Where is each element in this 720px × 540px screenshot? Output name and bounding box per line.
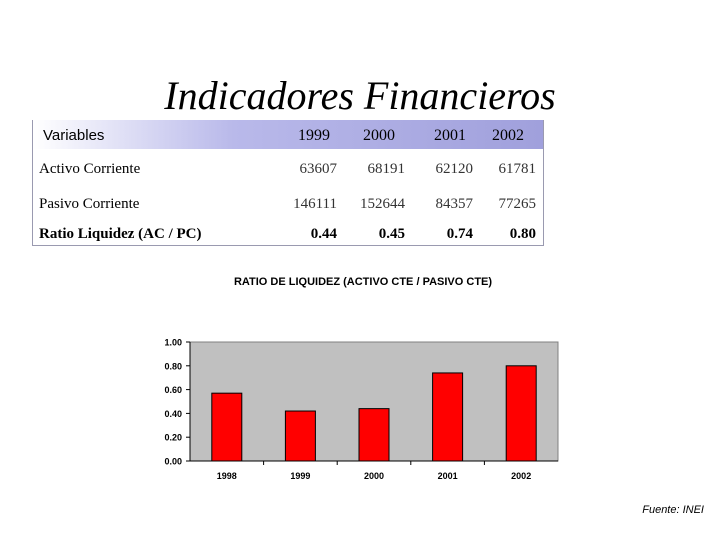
row-label: Ratio Liquidez (AC / PC) (39, 226, 202, 242)
table-cell: 0.44 (310, 226, 337, 242)
table-cell: 152644 (360, 196, 405, 212)
table-header: Variables 1999 2000 2001 2002 (33, 120, 543, 149)
table-cell: 63607 (299, 161, 338, 177)
bar (211, 392, 243, 462)
header-label: Variables (43, 127, 105, 144)
x-tick-label: 2002 (511, 471, 531, 481)
bar (284, 410, 316, 462)
x-tick-label: 2001 (438, 471, 458, 481)
year-header: 1999 (298, 127, 330, 144)
x-tick-label: 1999 (290, 471, 310, 481)
bar (358, 408, 390, 462)
y-tick-label: 0.00 (164, 457, 182, 467)
table-cell: 77265 (498, 196, 537, 212)
indicators-table: Variables 1999 2000 2001 2002 Activo Cor… (32, 120, 544, 246)
y-tick-label: 0.80 (164, 361, 182, 371)
y-tick-label: 0.40 (164, 409, 182, 419)
bar (432, 372, 464, 462)
y-tick-label: 1.00 (164, 338, 182, 348)
page-title: Indicadores Financieros (164, 73, 556, 118)
chart-title: RATIO DE LIQUIDEZ (ACTIVO CTE / PASIVO C… (233, 276, 493, 288)
y-tick-label: 0.60 (164, 385, 182, 395)
table-cell: 0.45 (378, 226, 405, 242)
year-header: 2002 (492, 127, 524, 144)
row-label: Activo Corriente (39, 161, 141, 177)
table-cell: 0.74 (446, 226, 473, 242)
table-cell: 68191 (367, 161, 406, 177)
table-cell: 0.80 (509, 226, 536, 242)
y-tick-label: 0.20 (164, 433, 182, 443)
source-note: Fuente: INEI (642, 504, 704, 516)
table-cell: 84357 (435, 196, 474, 212)
x-tick-label: 2000 (364, 471, 384, 481)
bar (505, 365, 537, 462)
x-tick-label: 1998 (217, 471, 237, 481)
row-label: Pasivo Corriente (39, 196, 140, 212)
year-header: 2000 (363, 127, 395, 144)
year-header: 2001 (434, 127, 466, 144)
table-cell: 146111 (293, 196, 337, 212)
table-cell: 62120 (435, 161, 474, 177)
table-cell: 61781 (498, 161, 537, 177)
